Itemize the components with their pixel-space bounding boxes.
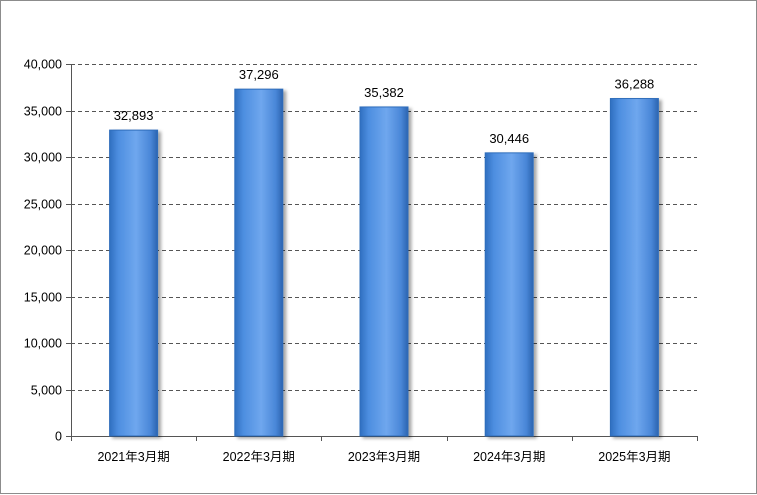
- bar: [609, 98, 659, 437]
- y-tick-label: 30,000: [24, 151, 62, 165]
- data-label: 36,288: [615, 77, 655, 92]
- axis-layer: 0 5,000 10,000 15,000 20,000 25,000 30,000 35,0…: [24, 58, 698, 444]
- x-tick-label: 2022年3月期: [223, 450, 295, 464]
- y-tick-label: 15,000: [24, 291, 62, 305]
- label-layer: 32,893 2021年3月期 37,296 2022年3月期 35,382 2023年3…: [97, 67, 670, 464]
- bar: [109, 129, 159, 437]
- x-tick-label: 2021年3月期: [97, 450, 169, 464]
- x-tick-label: 2024年3月期: [473, 450, 545, 464]
- y-tick-label: 40,000: [24, 58, 62, 72]
- y-tick-label: 10,000: [24, 337, 62, 351]
- y-tick-label: 35,000: [24, 105, 62, 119]
- grid-layer: [71, 64, 697, 391]
- y-tick-label: 5,000: [31, 384, 62, 398]
- y-tick-label: 20,000: [24, 244, 62, 258]
- data-label: 37,296: [239, 67, 279, 82]
- x-tick-label: 2025年3月期: [598, 450, 670, 464]
- data-label: 35,382: [364, 85, 404, 100]
- bar-layer: [109, 88, 659, 437]
- bar: [484, 152, 534, 437]
- y-tick-label: 0: [55, 430, 62, 444]
- bar: [234, 88, 284, 437]
- x-tick-label: 2023年3月期: [348, 450, 420, 464]
- y-tick-label: 25,000: [24, 198, 62, 212]
- data-label: 32,893: [114, 108, 154, 123]
- data-label: 30,446: [489, 131, 529, 146]
- bar: [359, 106, 409, 437]
